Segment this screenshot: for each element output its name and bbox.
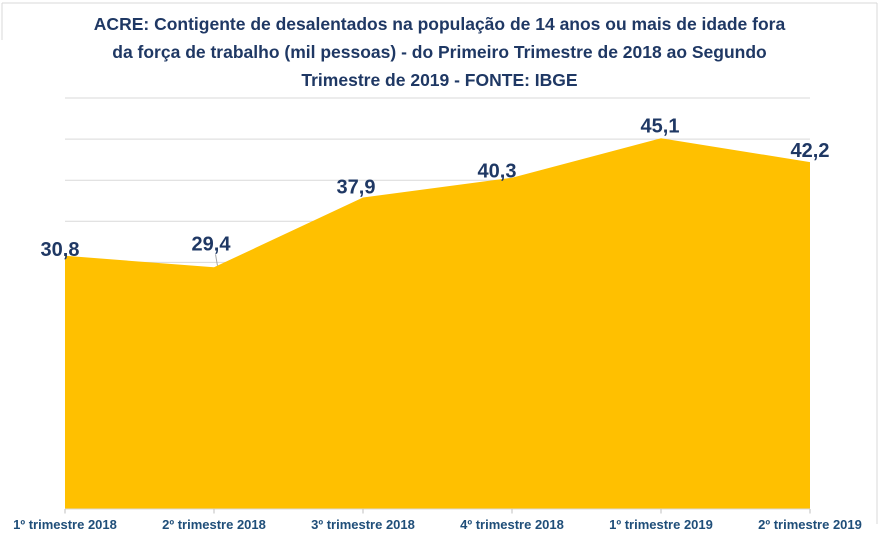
chart-title-line-3: Trimestre de 2019 - FONTE: IBGE — [301, 70, 578, 90]
x-axis-label: 3º trimestre 2018 — [311, 517, 415, 532]
data-label: 40,3 — [478, 161, 517, 183]
chart-title: ACRE: Contigente de desalentados na popu… — [60, 10, 820, 94]
x-axis-label: 4º trimestre 2018 — [460, 517, 564, 532]
data-label: 29,4 — [192, 233, 232, 255]
x-axis-label: 2º trimestre 2019 — [758, 517, 862, 532]
data-label: 37,9 — [337, 177, 376, 199]
x-axis-label: 1º trimestre 2019 — [609, 517, 713, 532]
x-axis-label: 1º trimestre 2018 — [13, 517, 117, 532]
data-label: 30,8 — [41, 239, 80, 261]
chart-title-line-2: da força de trabalho (mil pessoas) - do … — [112, 42, 767, 62]
area-series — [65, 138, 810, 510]
data-label: 42,2 — [791, 140, 830, 162]
data-label: 45,1 — [641, 115, 680, 137]
chart-title-line-1: ACRE: Contigente de desalentados na popu… — [93, 14, 786, 34]
data-label-leader-line — [215, 254, 218, 266]
x-axis-label: 2º trimestre 2018 — [162, 517, 266, 532]
